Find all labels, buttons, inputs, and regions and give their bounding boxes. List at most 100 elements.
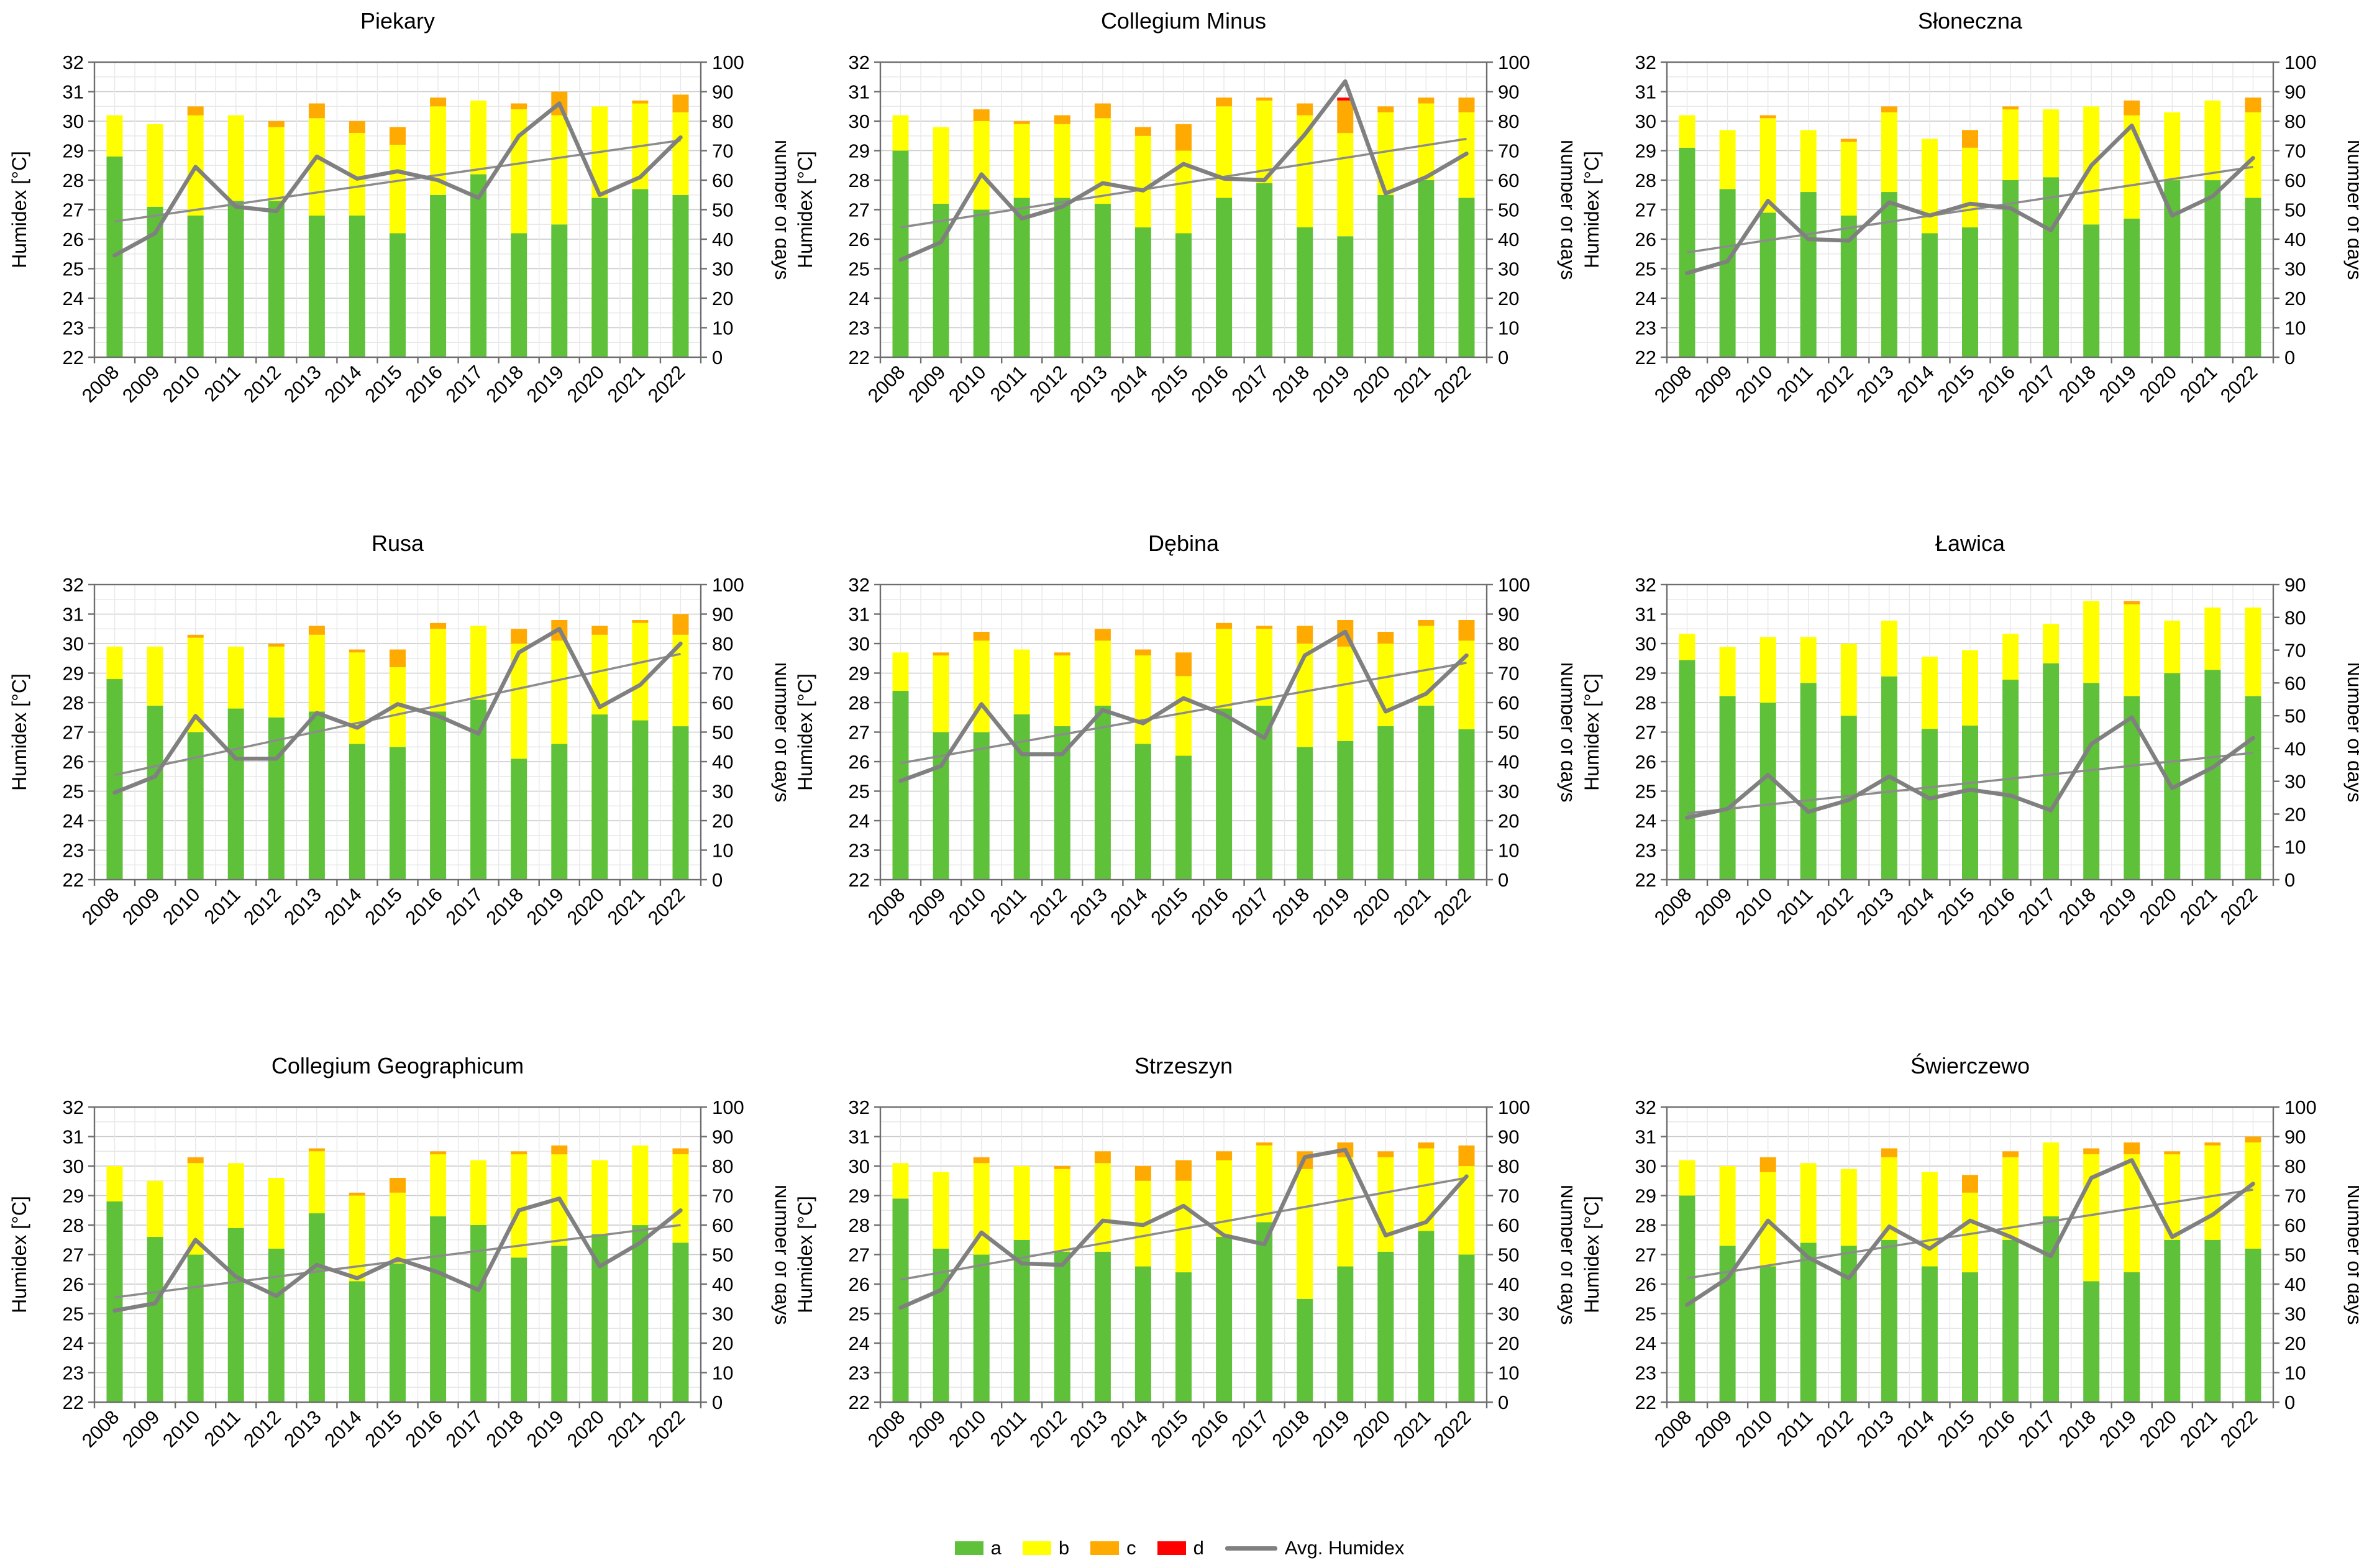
bar-segment-b <box>1921 139 1938 234</box>
svg-text:60: 60 <box>1498 1215 1519 1236</box>
svg-text:80: 80 <box>712 633 733 655</box>
bar-segment-b <box>349 1195 365 1282</box>
bar-segment-b <box>2245 112 2261 198</box>
bar-segment-a <box>227 1228 244 1403</box>
left-axis-title: Humidex [°C] <box>794 673 816 791</box>
x-axis-year-label: 2008 <box>1650 361 1696 407</box>
x-axis-year-label: 2015 <box>1146 361 1192 407</box>
x-axis-year-label: 2016 <box>401 1406 447 1452</box>
bar-segment-c <box>1377 1151 1394 1157</box>
bar-segment-c <box>1094 1151 1111 1164</box>
chart-title: Dębina <box>1148 531 1220 556</box>
x-axis-year-label: 2019 <box>522 361 568 407</box>
svg-text:31: 31 <box>849 1126 870 1148</box>
bar-segment-b <box>390 145 406 234</box>
svg-text:100: 100 <box>1498 1096 1530 1118</box>
bar-segment-c <box>1458 620 1475 641</box>
svg-text:50: 50 <box>712 1244 733 1266</box>
svg-text:32: 32 <box>63 1096 84 1118</box>
svg-text:90: 90 <box>1498 81 1519 103</box>
bar-segment-a <box>147 1237 163 1402</box>
bar-segment-a <box>1418 1231 1435 1402</box>
svg-text:26: 26 <box>1635 751 1656 773</box>
bar-segment-a <box>1256 1222 1273 1403</box>
bar-segment-c <box>1297 103 1313 116</box>
bar-segment-b <box>1881 621 1897 677</box>
bar-segment-a <box>308 216 325 357</box>
bar-segment-c <box>1962 130 1978 148</box>
x-axis-year-label: 2009 <box>1691 883 1736 929</box>
bar-segment-a <box>2204 1239 2221 1403</box>
svg-text:30: 30 <box>1635 633 1656 655</box>
x-axis-year-label: 2018 <box>2055 361 2101 407</box>
x-axis-year-label: 2009 <box>904 883 950 929</box>
bar-segment-c <box>973 632 990 641</box>
chart-title: Ławica <box>1935 531 2005 556</box>
x-axis-year-label: 2010 <box>1731 1406 1777 1452</box>
bar-segment-c <box>1377 106 1394 112</box>
bar-segment-a <box>1134 744 1151 880</box>
bar-segment-b <box>1337 646 1354 741</box>
bar-segment-a <box>511 759 527 880</box>
bar-segment-a <box>1759 1266 1776 1402</box>
x-axis-year-label: 2017 <box>1228 883 1274 929</box>
bar-segment-b <box>1881 112 1897 193</box>
bar-segment-b <box>1134 655 1151 744</box>
bar-segment-a <box>106 1201 123 1402</box>
svg-text:10: 10 <box>2284 1362 2306 1384</box>
bar-segment-b <box>1094 118 1111 204</box>
bar-segment-b <box>106 1166 123 1201</box>
x-axis-year-label: 2019 <box>2095 1406 2141 1452</box>
bar-segment-c <box>1962 1175 1978 1193</box>
svg-text:30: 30 <box>712 781 733 803</box>
bar-segment-c <box>672 94 689 112</box>
bar-segment-b <box>632 1145 649 1226</box>
chart-cell: 22 23 24 25 26 27 28 29 30 31 32 0 10 20 30 40 50 60 70 80 9… <box>0 0 786 522</box>
x-axis-year-label: 2009 <box>904 361 950 407</box>
svg-text:26: 26 <box>63 1274 84 1295</box>
x-axis-year-label: 2022 <box>644 883 690 929</box>
x-axis-year-label: 2014 <box>1106 361 1152 407</box>
svg-text:20: 20 <box>712 810 733 832</box>
bar-segment-b <box>1256 629 1273 706</box>
x-axis-year-label: 2008 <box>864 883 910 929</box>
x-axis-year-label: 2013 <box>1065 1406 1111 1452</box>
bar-segment-a <box>1134 227 1151 357</box>
svg-text:0: 0 <box>2284 347 2295 368</box>
svg-text:10: 10 <box>712 1362 733 1384</box>
legend-swatch-c-icon <box>1090 1541 1120 1555</box>
x-axis-year-label: 2022 <box>2216 1406 2262 1452</box>
svg-text:28: 28 <box>1635 1215 1656 1236</box>
avg-humidex-line <box>1685 1158 2255 1307</box>
right-axis-title: Number of days <box>1557 140 1572 280</box>
svg-text:40: 40 <box>712 229 733 250</box>
x-axis-year-label: 2020 <box>563 1406 609 1452</box>
svg-text:23: 23 <box>849 1362 870 1384</box>
bar-segment-b <box>1094 1163 1111 1252</box>
svg-text:10: 10 <box>712 317 733 339</box>
bar-segment-a <box>1094 705 1111 880</box>
bar-segment-a <box>2204 670 2221 880</box>
chart-cell: 22 23 24 25 26 27 28 29 30 31 32 0 10 20 30 40 50 60 70 80 9… <box>1572 0 2359 522</box>
bar-segment-b <box>430 629 447 712</box>
x-axis-year-label: 2017 <box>442 361 488 407</box>
svg-text:70: 70 <box>2284 1185 2306 1207</box>
bar-segment-a <box>1297 1298 1313 1403</box>
svg-text:70: 70 <box>1498 663 1519 685</box>
svg-text:24: 24 <box>63 810 84 832</box>
x-axis-year-label: 2009 <box>118 361 164 407</box>
x-axis-year-label: 2009 <box>1691 1406 1736 1452</box>
bar-segment-b <box>1418 103 1435 180</box>
svg-text:28: 28 <box>849 170 870 191</box>
bar-segment-c <box>2124 100 2140 116</box>
svg-text:30: 30 <box>1498 258 1519 280</box>
x-axis-year-label: 2009 <box>904 1406 950 1452</box>
bar-segment-a <box>390 1263 406 1403</box>
right-axis-title: Number of days <box>2343 1185 2359 1325</box>
svg-text:60: 60 <box>1498 692 1519 714</box>
legend-item-a: a <box>954 1537 1002 1559</box>
bar-segment-a <box>430 194 447 358</box>
bar-segment-c <box>632 620 649 623</box>
svg-text:0: 0 <box>712 347 723 368</box>
